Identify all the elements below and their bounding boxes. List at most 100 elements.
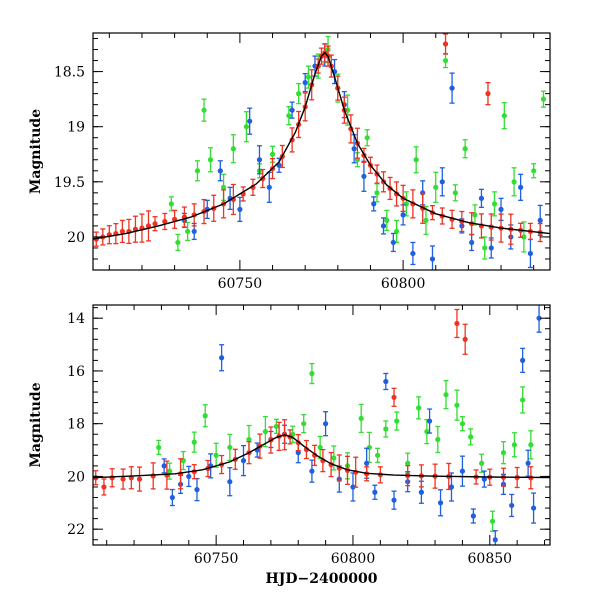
x-tick-label: 60850: [468, 551, 513, 567]
data-point-green: [175, 239, 181, 246]
data-point-green: [230, 146, 236, 152]
data-point-red: [136, 476, 143, 482]
data-point-blue: [240, 458, 247, 464]
data-point-green: [520, 397, 526, 403]
data-point-blue: [302, 80, 308, 86]
plot-area: [93, 305, 550, 545]
y-tick-label: 19.5: [54, 175, 85, 191]
data-point-blue: [525, 460, 531, 466]
data-point-blue: [509, 502, 515, 509]
data-point-blue: [256, 157, 263, 163]
data-point-green: [468, 434, 474, 440]
data-point-red: [150, 473, 156, 479]
data-point-blue: [488, 245, 494, 251]
data-point-red: [164, 472, 170, 478]
data-point-green: [462, 146, 468, 152]
data-point-green: [433, 184, 439, 190]
x-tick-label: 60750: [194, 551, 239, 567]
data-point-green: [273, 423, 279, 429]
data-point-green: [213, 452, 219, 458]
data-point-blue: [295, 450, 301, 456]
data-point-green: [358, 415, 364, 422]
data-point-green: [531, 168, 537, 174]
data-point-blue: [371, 201, 377, 207]
data-point-green: [443, 392, 449, 398]
series-green: [156, 362, 534, 532]
data-point-green: [202, 413, 208, 419]
model-curve: [93, 51, 550, 240]
data-point-blue: [237, 206, 243, 212]
data-point-green: [501, 113, 507, 119]
data-point-green: [511, 179, 517, 185]
data-point-green: [243, 124, 250, 130]
series-blue: [181, 43, 543, 270]
data-point-blue: [439, 179, 445, 185]
x-axis-label: HJD−2400000: [266, 571, 378, 587]
plot-frame: [92, 304, 551, 546]
data-point-blue: [227, 479, 233, 485]
data-point-green: [435, 436, 441, 443]
data-point-green: [246, 436, 252, 443]
data-point-red: [462, 336, 468, 342]
data-point-green: [374, 452, 381, 458]
data-point-blue: [437, 500, 444, 506]
data-point-blue: [186, 473, 192, 480]
data-point-green: [454, 402, 460, 408]
data-point-red: [162, 218, 168, 225]
data-point-blue: [351, 146, 357, 152]
data-point-green: [374, 190, 380, 196]
data-point-green: [201, 107, 207, 113]
data-point-green: [156, 444, 162, 451]
data-point-blue: [536, 315, 542, 321]
y-tick-label: 14: [67, 311, 85, 327]
data-point-green: [301, 421, 307, 427]
y-tick-label: 18.5: [54, 65, 85, 81]
bottom-panel: 60750 60800 60850 14 16 18 20 22 Magnitude HJD−24…: [28, 304, 551, 587]
y-tick-label: 18: [67, 417, 85, 433]
y-tick-label: 20: [67, 230, 85, 246]
data-point-green: [511, 442, 518, 448]
data-point-blue: [266, 184, 272, 190]
data-point-green: [472, 212, 478, 218]
data-point-red: [109, 475, 115, 481]
data-point-blue: [426, 418, 433, 424]
data-point-blue: [289, 107, 295, 113]
data-point-green: [167, 468, 173, 474]
data-point-blue: [530, 505, 537, 511]
x-tick-label: 60750: [218, 276, 263, 292]
data-point-green: [452, 190, 458, 196]
data-point-blue: [537, 217, 543, 223]
data-point-green: [482, 245, 488, 251]
data-point-green: [207, 157, 214, 163]
data-point-blue: [400, 212, 406, 218]
data-point-green: [413, 157, 419, 163]
data-point-red: [442, 41, 449, 47]
x-tick-label: 60800: [381, 276, 426, 292]
data-point-blue: [518, 184, 524, 190]
data-point-green: [191, 439, 197, 445]
data-point-green: [194, 168, 201, 174]
data-point-green: [262, 428, 269, 435]
data-point-green: [478, 460, 485, 466]
data-point-green: [220, 184, 227, 190]
top-panel: 60750 60800 18.5 19 19.5 20 Magnitude: [28, 32, 551, 292]
series-blue: [161, 305, 542, 545]
data-point-red: [119, 228, 125, 235]
data-point-green: [364, 135, 370, 141]
data-point-blue: [498, 206, 504, 212]
data-point-blue: [383, 378, 389, 385]
data-point-blue: [418, 489, 424, 495]
data-point-green: [269, 151, 276, 157]
y-axis-label: Magnitude: [28, 109, 44, 194]
data-point-blue: [469, 239, 475, 246]
plot-area: [93, 33, 550, 270]
data-point-green: [540, 96, 547, 102]
data-point-green: [296, 91, 302, 97]
data-point-blue: [429, 256, 436, 262]
data-point-blue: [247, 118, 253, 124]
data-point-green: [383, 426, 389, 432]
data-point-green: [459, 421, 466, 427]
data-point-green: [442, 57, 449, 64]
data-point-green: [366, 444, 372, 451]
